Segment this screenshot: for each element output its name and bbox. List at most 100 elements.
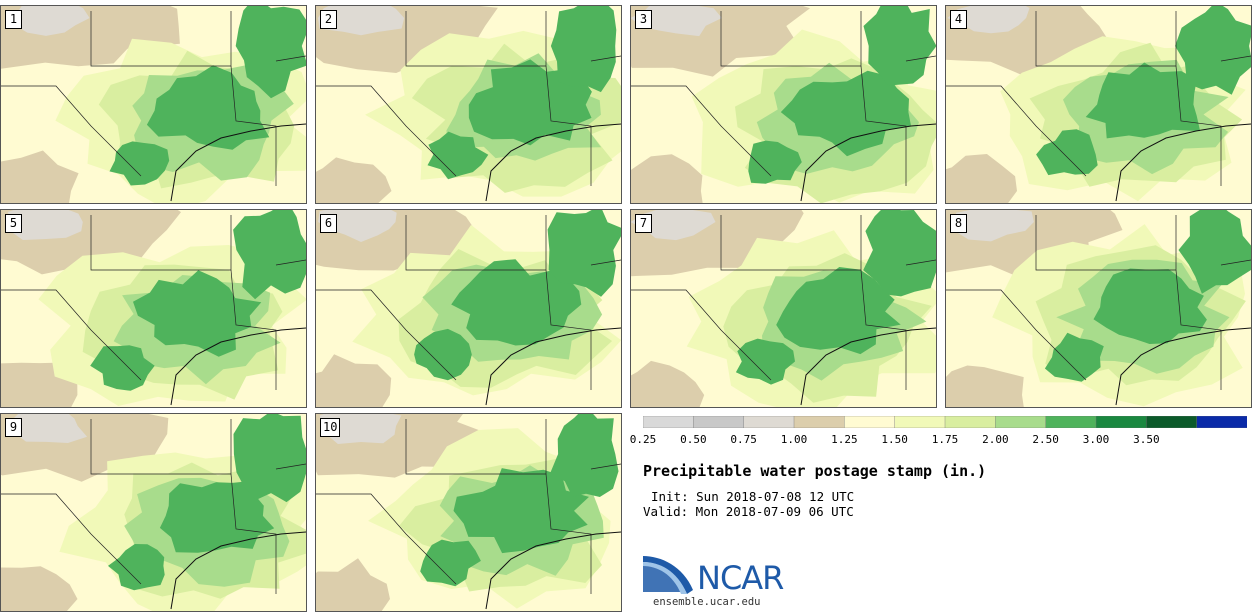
colorbar-tick: 2.00 [982, 433, 1009, 446]
pw-core-east [863, 6, 936, 86]
border-oklahoma [1035, 215, 1177, 271]
member-label: 7 [635, 214, 652, 233]
member-label: 2 [320, 10, 337, 29]
colorbar-tick: 1.75 [931, 433, 959, 446]
border-oklahoma [720, 11, 862, 67]
border-mexico [1, 85, 142, 177]
pw-region-very-dry [14, 6, 90, 36]
pw-core-east [547, 210, 621, 297]
member-map-7 [631, 210, 936, 407]
border-mexico [946, 289, 1087, 381]
member-map-3 [631, 6, 936, 203]
member-map-5 [1, 210, 306, 407]
pw-core-250 [1093, 268, 1207, 344]
border-arkansas [275, 55, 306, 62]
member-panel-2: 2 [315, 5, 622, 204]
border-arkansas [1220, 55, 1251, 62]
border-oklahoma [90, 215, 232, 271]
colorbar-tick: 1.50 [881, 433, 908, 446]
member-label: 1 [5, 10, 22, 29]
site-url: ensemble.ucar.edu [653, 596, 761, 608]
pw-core-east [235, 6, 306, 99]
border-louisiana [230, 269, 277, 390]
border-louisiana [1175, 65, 1222, 186]
pw-region-very-dry [318, 6, 405, 36]
ncar-logo-icon [643, 556, 693, 594]
border-arkansas [275, 259, 306, 266]
border-mexico [1, 289, 142, 381]
pw-core-east [1175, 6, 1251, 95]
border-arkansas [905, 55, 936, 62]
coastline [1115, 123, 1251, 202]
border-louisiana [230, 473, 277, 594]
coastline [485, 123, 621, 202]
border-mexico [946, 85, 1087, 177]
border-arkansas [1220, 259, 1251, 266]
colorbar-bin-7 [995, 416, 1047, 428]
colorbar-bin-10 [1146, 416, 1198, 428]
colorbar-bin-5 [894, 416, 946, 428]
colorbar-tick: 0.25 [629, 433, 657, 446]
member-label: 8 [950, 214, 967, 233]
pw-core-250 [776, 267, 901, 355]
pw-region-very-dry [7, 210, 83, 240]
pw-core-west [414, 328, 472, 381]
border-arkansas [905, 259, 936, 266]
member-map-1 [1, 6, 306, 203]
border-oklahoma [90, 419, 232, 475]
colorbar-tick: 1.00 [780, 433, 808, 446]
border-arkansas [590, 259, 621, 266]
coastline [170, 531, 306, 610]
pw-region-dry-sw [946, 365, 1024, 407]
pw-core-west [108, 544, 165, 591]
member-map-8 [946, 210, 1251, 407]
pw-core-east [233, 210, 306, 300]
member-panel-10: 10 [315, 413, 622, 612]
colorbar [643, 416, 1247, 428]
colorbar-bin-8 [1045, 416, 1097, 428]
member-label: 6 [320, 214, 337, 233]
border-arkansas [275, 463, 306, 470]
coastline [485, 327, 621, 406]
pw-region-dry-sw [946, 154, 1017, 203]
colorbar-bin-3 [793, 416, 846, 428]
pw-core-250 [159, 480, 275, 553]
pw-core-west [748, 140, 802, 184]
pw-region-very-dry [9, 414, 88, 443]
border-mexico [316, 289, 457, 381]
member-panel-5: 5 [0, 209, 307, 408]
pw-core-west [735, 338, 795, 385]
border-louisiana [860, 65, 907, 186]
colorbar-bin-1 [693, 416, 745, 428]
member-map-4 [946, 6, 1251, 203]
coastline [170, 327, 306, 406]
pw-region-dry-sw [316, 558, 390, 611]
ncar-logo-text: NCAR [697, 559, 784, 597]
pw-region-dry-sw [1, 150, 79, 203]
valid-time: Valid: Mon 2018-07-09 06 UTC [643, 504, 854, 519]
member-label: 5 [5, 214, 22, 233]
member-panel-6: 6 [315, 209, 622, 408]
coastline [800, 327, 936, 406]
pw-core-250 [780, 70, 911, 157]
pw-core-west [420, 539, 481, 587]
chart-title: Precipitable water postage stamp (in.) [643, 462, 987, 480]
colorbar-tick: 1.25 [831, 433, 858, 446]
border-oklahoma [405, 419, 547, 475]
member-panel-4: 4 [945, 5, 1252, 204]
pw-core-west [427, 131, 489, 180]
border-arkansas [590, 463, 621, 470]
border-louisiana [545, 473, 592, 594]
member-map-6 [316, 210, 621, 407]
pw-core-west [1036, 129, 1098, 176]
border-mexico [1, 493, 142, 585]
member-map-10 [316, 414, 621, 611]
border-louisiana [230, 65, 277, 186]
member-map-9 [1, 414, 306, 611]
border-mexico [316, 493, 457, 585]
colorbar-bin-0 [643, 416, 695, 428]
pw-core-250 [453, 468, 589, 554]
member-panel-7: 7 [630, 209, 937, 408]
pw-core-250 [451, 259, 582, 346]
pw-core-east [233, 414, 306, 503]
